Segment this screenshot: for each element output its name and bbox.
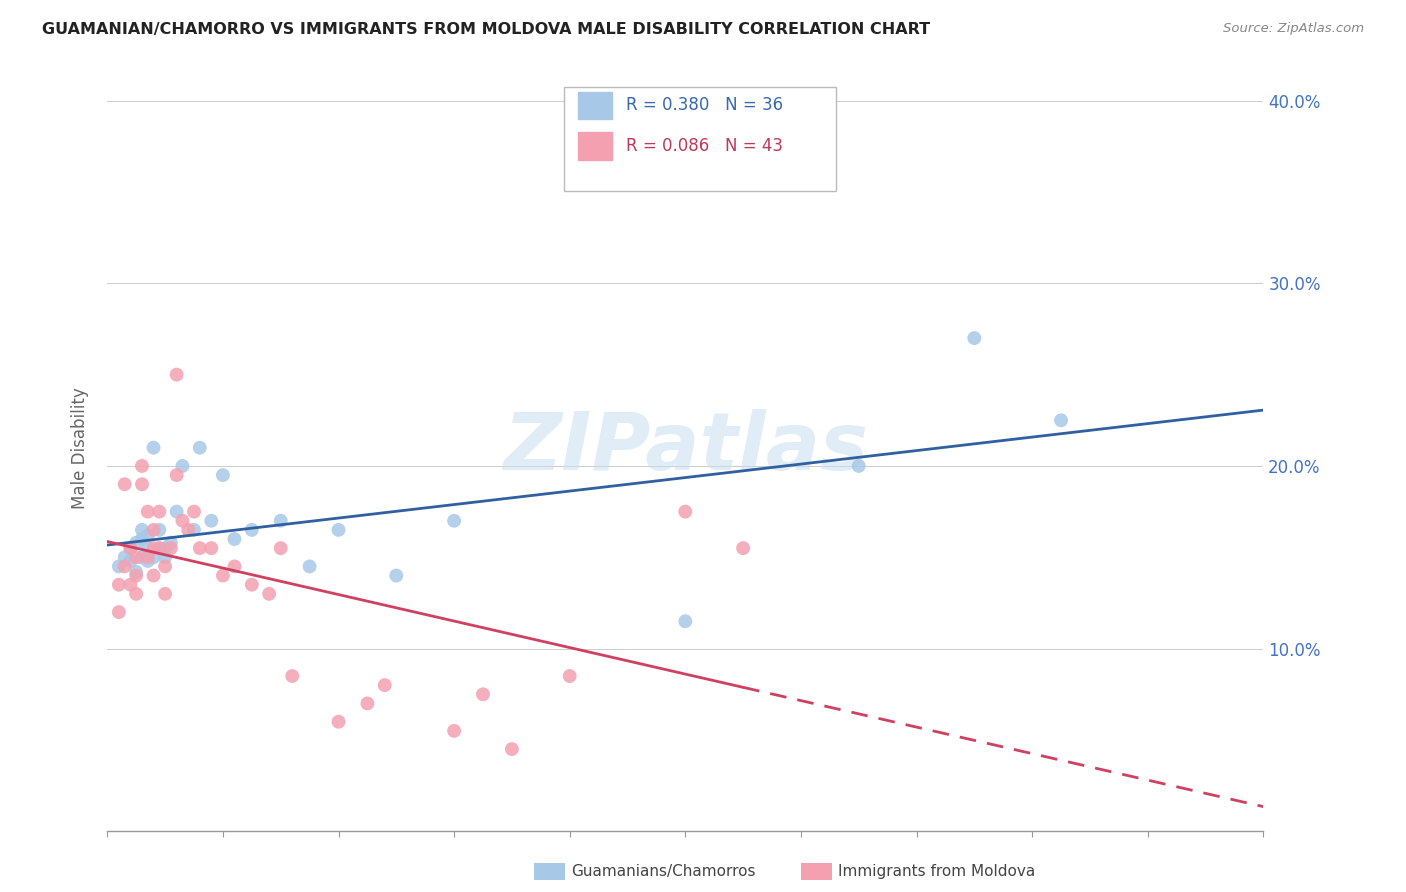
Point <box>148 541 170 556</box>
Y-axis label: Male Disability: Male Disability <box>72 387 89 508</box>
Point <box>114 477 136 491</box>
Point <box>183 505 205 519</box>
Point <box>131 458 153 473</box>
Point <box>142 441 165 455</box>
Text: Immigrants from Moldova: Immigrants from Moldova <box>838 864 1035 879</box>
Point <box>733 541 755 556</box>
Text: Guamanians/Chamorros: Guamanians/Chamorros <box>571 864 755 879</box>
Point <box>160 541 183 556</box>
Point <box>1050 413 1073 427</box>
Point <box>108 559 131 574</box>
Point <box>212 468 235 483</box>
Point <box>183 523 205 537</box>
Point <box>443 723 465 738</box>
Point <box>142 523 165 537</box>
Point <box>188 441 211 455</box>
Point <box>153 587 176 601</box>
Point <box>374 678 396 692</box>
Point <box>501 742 523 756</box>
Point <box>188 541 211 556</box>
Point <box>356 697 378 711</box>
Point <box>172 458 194 473</box>
Text: Source: ZipAtlas.com: Source: ZipAtlas.com <box>1223 22 1364 36</box>
Point <box>136 541 159 556</box>
Point <box>142 568 165 582</box>
Point <box>153 541 176 556</box>
Point <box>673 505 696 519</box>
Point <box>212 568 235 582</box>
Point <box>298 559 321 574</box>
Point <box>125 568 148 582</box>
FancyBboxPatch shape <box>578 92 613 120</box>
Point <box>131 550 153 565</box>
Point <box>963 331 986 345</box>
Point <box>120 541 142 556</box>
Text: R = 0.086   N = 43: R = 0.086 N = 43 <box>626 137 783 155</box>
Point <box>114 550 136 565</box>
Point <box>114 559 136 574</box>
Point <box>142 550 165 565</box>
Point <box>328 523 350 537</box>
Point <box>166 368 188 382</box>
Point <box>166 468 188 483</box>
Point <box>224 559 246 574</box>
Point <box>131 523 153 537</box>
Point <box>142 541 165 556</box>
Point <box>148 505 170 519</box>
Point <box>131 477 153 491</box>
Point <box>108 605 131 619</box>
Point <box>148 541 170 556</box>
Point <box>281 669 304 683</box>
Point <box>385 568 408 582</box>
Point <box>148 523 170 537</box>
Point <box>120 554 142 568</box>
Point <box>125 587 148 601</box>
Point <box>240 523 263 537</box>
Point <box>240 577 263 591</box>
Text: GUAMANIAN/CHAMORRO VS IMMIGRANTS FROM MOLDOVA MALE DISABILITY CORRELATION CHART: GUAMANIAN/CHAMORRO VS IMMIGRANTS FROM MO… <box>42 22 931 37</box>
Point <box>224 532 246 546</box>
Point <box>136 550 159 565</box>
FancyBboxPatch shape <box>564 87 835 191</box>
Point <box>131 532 153 546</box>
Point <box>136 528 159 542</box>
Point <box>120 541 142 556</box>
Point <box>270 514 292 528</box>
Point <box>172 514 194 528</box>
Text: ZIPatlas: ZIPatlas <box>503 409 868 487</box>
Point <box>108 577 131 591</box>
Point <box>848 458 870 473</box>
Point <box>328 714 350 729</box>
Point <box>125 550 148 565</box>
Point <box>120 577 142 591</box>
Point <box>125 565 148 579</box>
Point <box>125 535 148 549</box>
Point <box>200 541 222 556</box>
Point <box>257 587 280 601</box>
Point <box>673 614 696 628</box>
Point <box>153 559 176 574</box>
Point <box>472 687 495 701</box>
FancyBboxPatch shape <box>578 132 613 160</box>
Point <box>160 535 183 549</box>
Point <box>177 523 200 537</box>
Point <box>558 669 581 683</box>
Point <box>443 514 465 528</box>
Point <box>270 541 292 556</box>
Point <box>200 514 222 528</box>
Point <box>136 505 159 519</box>
Point <box>153 550 176 565</box>
Point <box>166 505 188 519</box>
Text: R = 0.380   N = 36: R = 0.380 N = 36 <box>626 96 783 114</box>
Point <box>136 554 159 568</box>
